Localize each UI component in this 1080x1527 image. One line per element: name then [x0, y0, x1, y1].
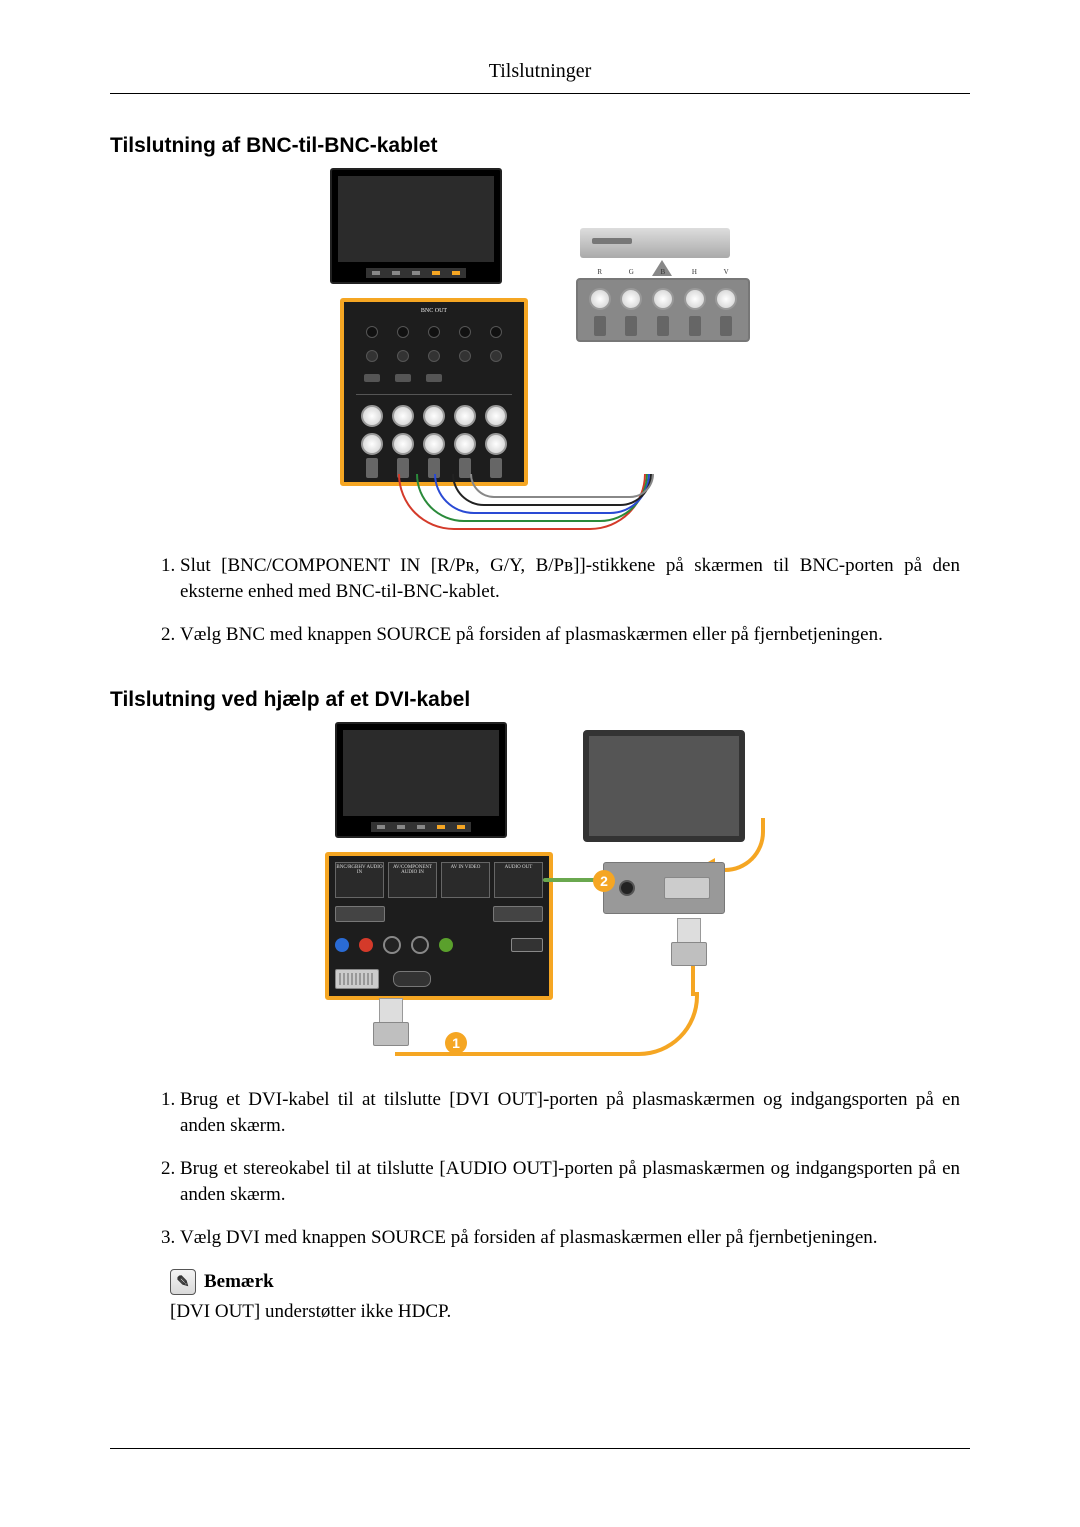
dvi-diagram: BNC/RGBHV AUDIO IN AV/COMPONENT AUDIO IN… [305, 722, 775, 1062]
secondary-monitor-back [603, 862, 725, 914]
panel-box: AUDIO OUT [494, 862, 543, 898]
note-label: Bemærk [204, 1271, 274, 1293]
rca-port [411, 936, 429, 954]
bnc-out-label: BNC OUT [350, 308, 518, 320]
audio-out-port [439, 938, 453, 952]
callout-2: 2 [593, 870, 615, 892]
panel-box: AV/COMPONENT AUDIO IN [388, 862, 437, 898]
front-controls [366, 268, 467, 278]
step: Brug et stereokabel til at tilslutte [AU… [180, 1156, 960, 1207]
plasma-display-front [330, 168, 502, 284]
dvi-out-port [335, 906, 385, 922]
dvi-connector-icon [671, 918, 705, 964]
hdmi-port [511, 938, 543, 952]
display-back-panel: BNC OUT [340, 298, 528, 486]
page: Tilslutninger Tilslutning af BNC-til-BNC… [0, 0, 1080, 1527]
figure-dvi: BNC/RGBHV AUDIO IN AV/COMPONENT AUDIO IN… [110, 722, 970, 1067]
section2-steps: Brug et DVI-kabel til at tilslutte [DVI … [150, 1087, 970, 1251]
rca-port [383, 936, 401, 954]
footer-rule [110, 1448, 970, 1449]
cable-grey [470, 474, 654, 498]
dvi-connector-icon [373, 998, 407, 1044]
ext-label: G [629, 268, 634, 280]
section2-title: Tilslutning ved hjælp af et DVI-kabel [110, 688, 970, 712]
audio-in-jack [619, 880, 635, 896]
ext-label: V [724, 268, 729, 280]
rca-port [359, 938, 373, 952]
step: Vælg DVI med knappen SOURCE på forsiden … [180, 1225, 960, 1251]
section1-title: Tilslutning af BNC-til-BNC-kablet [110, 134, 970, 158]
figure-bnc: BNC OUT R G B H [110, 168, 970, 533]
note-header: ✎ Bemærk [170, 1269, 970, 1295]
callout-1: 1 [445, 1032, 467, 1054]
note-icon: ✎ [170, 1269, 196, 1295]
screen [338, 176, 494, 262]
dvi-in-port [664, 877, 710, 899]
section1-steps: Slut [BNC/COMPONENT IN [R/Pʀ, G/Y, B/Pʙ]… [150, 553, 970, 648]
step: Brug et DVI-kabel til at tilslutte [DVI … [180, 1087, 960, 1138]
step: Vælg BNC med knappen SOURCE på forsiden … [180, 622, 960, 648]
external-bnc-panel: R G B H V [576, 278, 750, 342]
plasma-display-front [335, 722, 507, 838]
page-header: Tilslutninger [110, 60, 970, 94]
note-text: [DVI OUT] understøtter ikke HDCP. [170, 1301, 970, 1323]
header-title: Tilslutninger [489, 60, 592, 82]
ext-label: B [660, 268, 665, 280]
ext-label: R [597, 268, 602, 280]
dvi-cable [395, 992, 699, 1056]
panel-box: AV IN VIDEO [441, 862, 490, 898]
bnc-diagram: BNC OUT R G B H [330, 168, 750, 528]
panel-box: BNC/RGBHV AUDIO IN [335, 862, 384, 898]
rs232-port [393, 971, 431, 987]
hdmi-in-port [493, 906, 543, 922]
step: Slut [BNC/COMPONENT IN [R/Pʀ, G/Y, B/Pʙ]… [180, 553, 960, 604]
dvi-port-icon [335, 969, 379, 989]
external-device [580, 228, 730, 258]
display-back-panel: BNC/RGBHV AUDIO IN AV/COMPONENT AUDIO IN… [325, 852, 553, 1000]
rca-port [335, 938, 349, 952]
ext-label: H [692, 268, 697, 280]
